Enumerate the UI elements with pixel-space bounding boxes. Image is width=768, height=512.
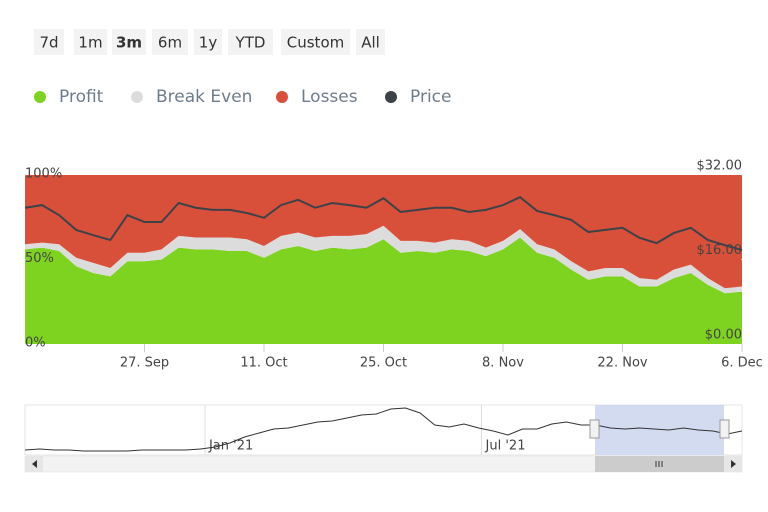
x-tick-label: 6. Dec bbox=[721, 356, 763, 371]
range-button-label: YTD bbox=[235, 34, 266, 52]
range-button-label: 6m bbox=[158, 34, 182, 52]
y2-tick-label: $0.00 bbox=[705, 328, 742, 343]
y2-tick-label: $32.00 bbox=[697, 159, 743, 174]
navigator-tick-label: Jul '21 bbox=[485, 439, 526, 454]
range-button[interactable] bbox=[34, 29, 64, 55]
x-tick-label: 22. Nov bbox=[597, 356, 647, 371]
legend-label[interactable]: Price bbox=[410, 87, 451, 107]
navigator-line bbox=[24, 407, 743, 452]
area-0 bbox=[25, 237, 742, 344]
legend-marker bbox=[34, 91, 46, 103]
y-tick-label: 100% bbox=[25, 167, 62, 182]
price-line bbox=[24, 196, 743, 251]
navigator-handle[interactable] bbox=[719, 419, 730, 439]
area-1 bbox=[25, 225, 742, 294]
range-button[interactable] bbox=[228, 29, 273, 55]
range-button-label: 3m bbox=[116, 34, 142, 52]
y-tick-label: 0% bbox=[25, 336, 46, 351]
plot bbox=[24, 175, 743, 344]
range-button[interactable] bbox=[112, 29, 146, 55]
x-tick-label: 25. Oct bbox=[360, 356, 407, 371]
y2-tick-label: $16.00 bbox=[697, 243, 743, 258]
range-button-label: Custom bbox=[287, 34, 344, 52]
navigator: Jan '21 Jul '21 bbox=[24, 405, 743, 455]
legend-label[interactable]: Profit bbox=[59, 87, 104, 107]
y-tick-label: 50% bbox=[25, 251, 54, 266]
x-tick-label: 8. Nov bbox=[482, 356, 524, 371]
x-tick-label: 27. Sep bbox=[120, 356, 169, 371]
range-button[interactable] bbox=[281, 29, 350, 55]
x-tick-label: 11. Oct bbox=[240, 356, 287, 371]
area-2 bbox=[25, 175, 742, 289]
range-button[interactable] bbox=[74, 29, 107, 55]
navigator-tick-label: Jan '21 bbox=[208, 439, 253, 454]
range-button[interactable] bbox=[356, 29, 385, 55]
range-button[interactable] bbox=[152, 29, 188, 55]
range-button-label: 1y bbox=[199, 34, 218, 52]
range-button-label: 1m bbox=[78, 34, 102, 52]
legend-label[interactable]: Losses bbox=[301, 87, 358, 107]
range-button-label: 7d bbox=[39, 34, 58, 52]
legend-label[interactable]: Break Even bbox=[156, 87, 252, 107]
scroll-right-arrow bbox=[731, 460, 736, 468]
scroll-left-arrow bbox=[32, 460, 37, 468]
scrollbar-grip bbox=[655, 461, 663, 467]
range-button[interactable] bbox=[194, 29, 222, 55]
navigator-handle[interactable] bbox=[589, 419, 600, 439]
legend-marker bbox=[385, 91, 397, 103]
range-button-label: All bbox=[361, 34, 380, 52]
legend-marker bbox=[276, 91, 288, 103]
legend-marker bbox=[131, 91, 143, 103]
